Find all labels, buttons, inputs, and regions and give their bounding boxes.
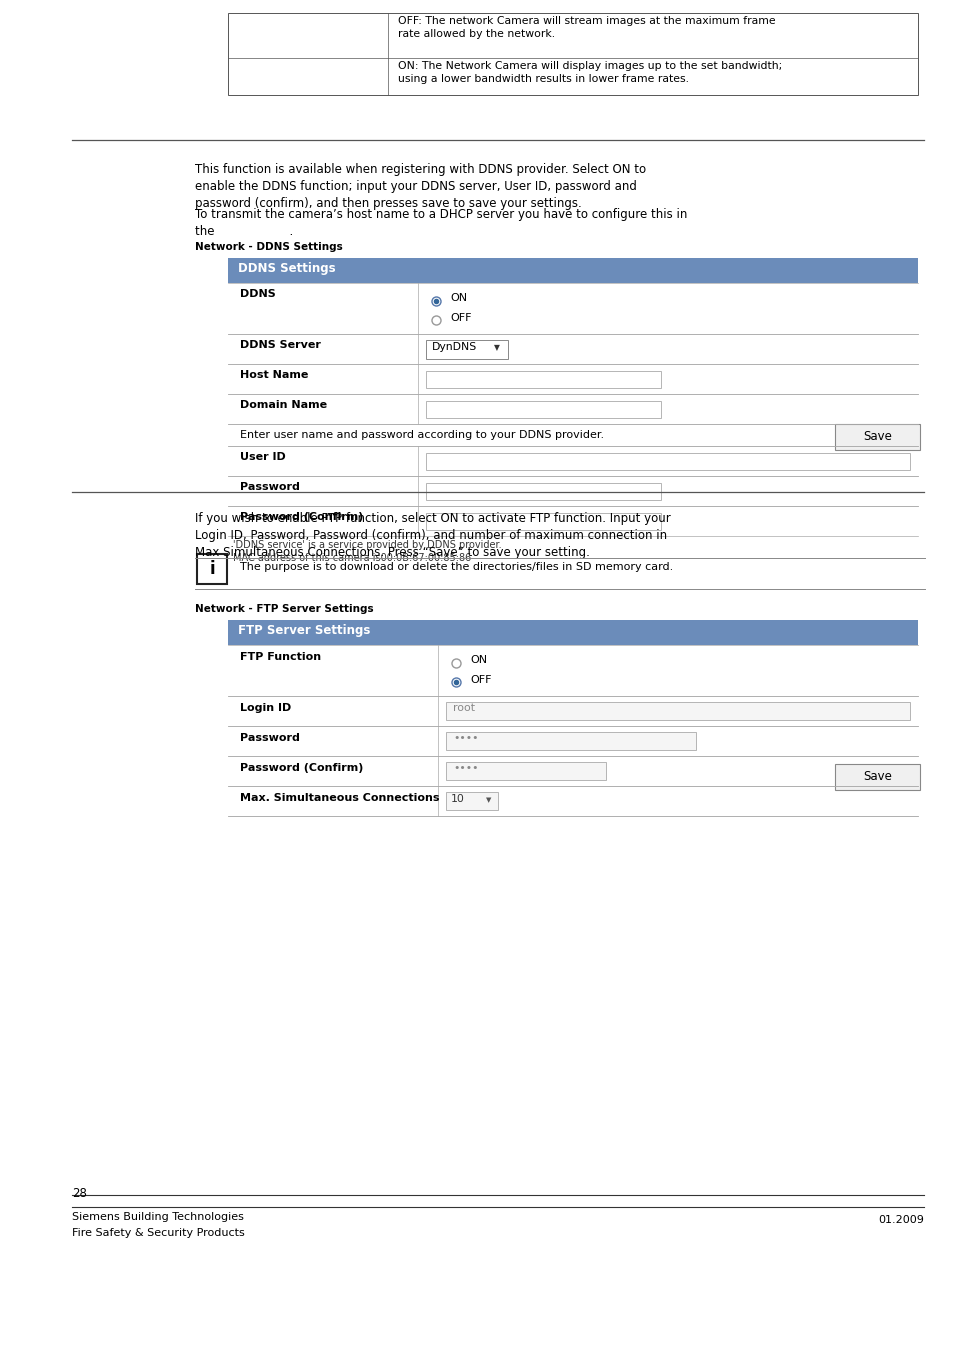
Text: The purpose is to download or delete the directories/files in SD memory card.: The purpose is to download or delete the…: [240, 562, 673, 572]
Bar: [228, 697, 917, 726]
Bar: [228, 786, 917, 815]
Bar: [446, 702, 909, 720]
Text: ON: ON: [450, 293, 467, 302]
Text: Siemens Building Technologies: Siemens Building Technologies: [71, 1212, 244, 1222]
Bar: [426, 482, 660, 500]
Text: This function is available when registering with DDNS provider. Select ON to
ena: This function is available when register…: [194, 163, 645, 211]
Text: If you wish to enable FTP function, select ON to activate FTP function. Input yo: If you wish to enable FTP function, sele…: [194, 512, 670, 559]
Text: Network - DDNS Settings: Network - DDNS Settings: [194, 242, 342, 252]
Text: Password: Password: [240, 733, 299, 743]
Text: Password (Confirm): Password (Confirm): [240, 763, 363, 774]
Bar: [228, 424, 917, 446]
Bar: [228, 258, 917, 284]
Bar: [446, 792, 497, 810]
Text: ••••: ••••: [453, 763, 478, 774]
Bar: [426, 401, 660, 417]
Text: 01.2009: 01.2009: [877, 1215, 923, 1224]
Bar: [228, 364, 917, 394]
Text: FTP Server Settings: FTP Server Settings: [237, 624, 370, 637]
Text: Fire Safety & Security Products: Fire Safety & Security Products: [71, 1228, 245, 1238]
Bar: [228, 477, 917, 506]
Text: Domain Name: Domain Name: [240, 400, 327, 410]
Text: root: root: [453, 703, 475, 713]
Text: FTP Function: FTP Function: [240, 652, 321, 662]
Text: User ID: User ID: [240, 452, 286, 462]
Text: OFF: OFF: [470, 675, 491, 684]
Text: ••••: ••••: [453, 733, 478, 743]
Text: ON: The Network Camera will display images up to the set bandwidth;
using a lowe: ON: The Network Camera will display imag…: [397, 61, 781, 84]
Bar: [426, 513, 660, 529]
Text: DDNS Settings: DDNS Settings: [237, 262, 335, 275]
Bar: [228, 645, 917, 697]
Text: To transmit the camera’s host name to a DHCP server you have to configure this i: To transmit the camera’s host name to a …: [194, 208, 687, 238]
Bar: [196, 554, 227, 585]
Text: Enter user name and password according to your DDNS provider.: Enter user name and password according t…: [240, 431, 603, 440]
Text: Network - FTP Server Settings: Network - FTP Server Settings: [194, 603, 374, 614]
Text: OFF: OFF: [450, 313, 471, 323]
Text: Max. Simultaneous Connections: Max. Simultaneous Connections: [240, 792, 439, 803]
Bar: [426, 452, 909, 470]
Bar: [446, 732, 696, 751]
Text: Password (Confirm): Password (Confirm): [240, 512, 363, 522]
Bar: [228, 506, 917, 536]
Text: Login ID: Login ID: [240, 703, 291, 713]
Text: Host Name: Host Name: [240, 370, 308, 379]
Bar: [228, 14, 917, 94]
Text: DDNS: DDNS: [240, 289, 275, 298]
Bar: [834, 424, 919, 450]
Bar: [426, 370, 660, 387]
Bar: [446, 761, 605, 780]
Text: DynDNS: DynDNS: [432, 342, 476, 351]
Bar: [228, 726, 917, 756]
Text: ▼: ▼: [494, 343, 499, 352]
Text: 28: 28: [71, 1187, 87, 1200]
Bar: [228, 394, 917, 424]
Bar: [228, 284, 917, 333]
Bar: [834, 764, 919, 790]
Text: 'DDNS service' is a service provided by DDNS provider.
MAC address of this camer: 'DDNS service' is a service provided by …: [233, 540, 501, 563]
Bar: [228, 756, 917, 786]
Text: ▼: ▼: [485, 796, 491, 803]
Text: DDNS Server: DDNS Server: [240, 340, 320, 350]
Bar: [228, 446, 917, 477]
Text: i: i: [209, 560, 214, 578]
Text: 10: 10: [451, 794, 464, 805]
Text: ON: ON: [470, 655, 487, 666]
Text: Save: Save: [862, 431, 891, 444]
Bar: [228, 333, 917, 364]
Bar: [228, 620, 917, 645]
Text: Password: Password: [240, 482, 299, 491]
Text: Save: Save: [862, 771, 891, 783]
Bar: [426, 339, 507, 359]
Text: OFF: The network Camera will stream images at the maximum frame
rate allowed by : OFF: The network Camera will stream imag…: [397, 16, 775, 39]
